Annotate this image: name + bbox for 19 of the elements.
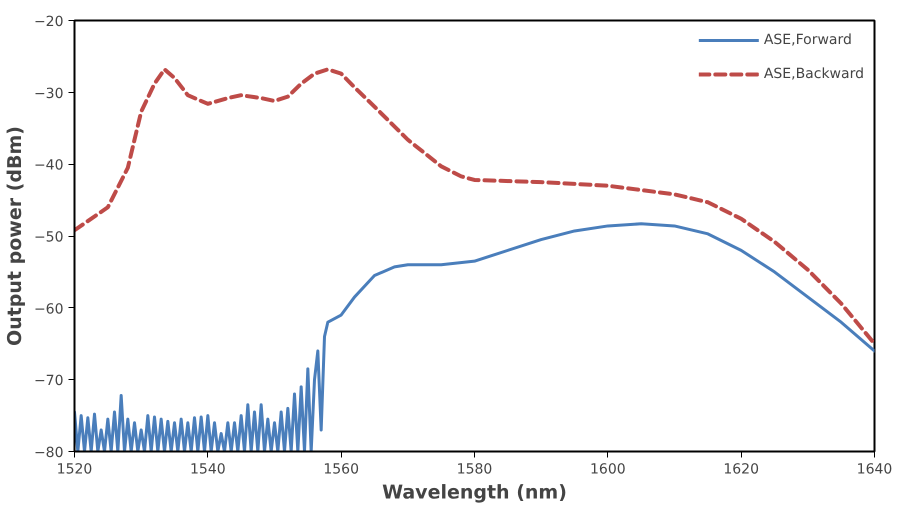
y-tick-label: −30 — [34, 86, 64, 102]
x-axis-title: Wavelength (nm) — [382, 482, 567, 504]
y-tick-label: −80 — [34, 445, 64, 461]
x-tick-label: 1620 — [723, 462, 759, 478]
line-series — [74, 67, 874, 346]
y-axis-title: Output power (dBm) — [4, 126, 26, 346]
legend-label: ASE,Backward — [764, 66, 864, 82]
x-tick-label: 1540 — [190, 462, 226, 478]
legend-label: ASE,Forward — [764, 32, 852, 48]
x-tick-label: 1560 — [323, 462, 359, 478]
y-tick-label: −60 — [34, 301, 64, 318]
x-tick-label: 1600 — [590, 462, 626, 478]
x-tick-label: 1520 — [56, 462, 92, 478]
y-tick-label: −50 — [34, 230, 64, 246]
x-tick-label: 1580 — [456, 462, 492, 478]
y-tick-label: −40 — [34, 158, 64, 174]
y-tick-label: −20 — [34, 14, 64, 30]
x-tick-label: 1640 — [856, 462, 892, 478]
y-tick-label: −70 — [34, 373, 64, 390]
